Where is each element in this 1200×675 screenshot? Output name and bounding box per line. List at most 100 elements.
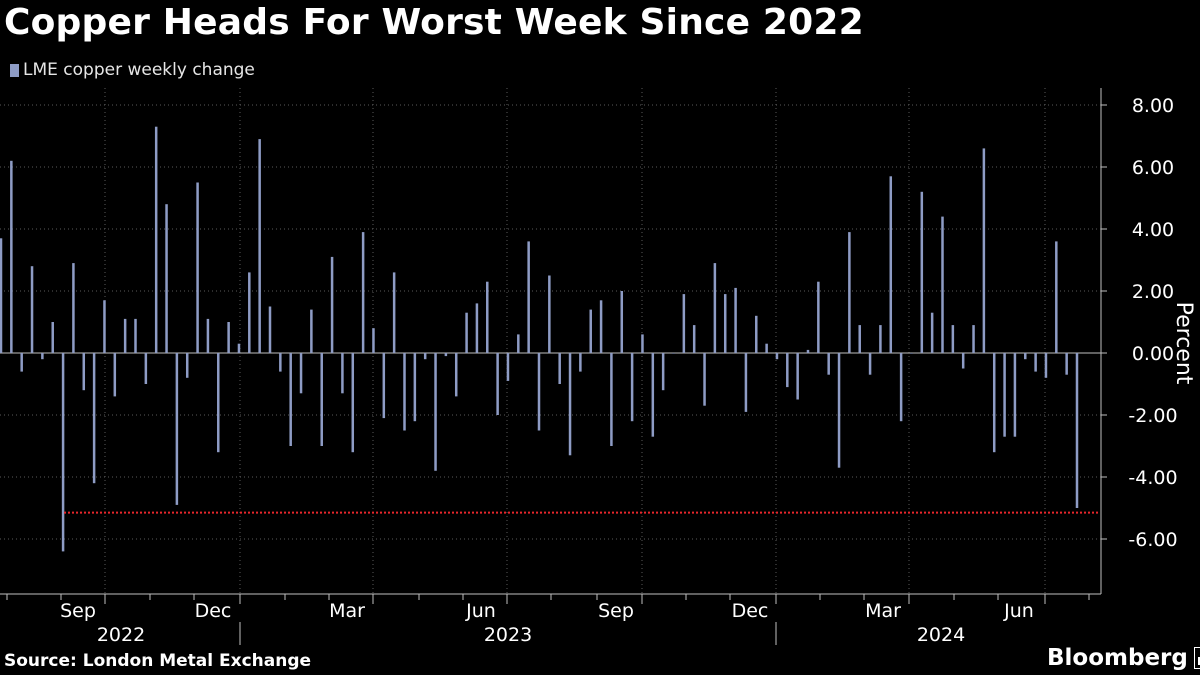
bar bbox=[1034, 353, 1037, 372]
bar bbox=[154, 126, 158, 353]
bars bbox=[0, 126, 1079, 552]
bar bbox=[486, 281, 489, 353]
bar bbox=[61, 353, 65, 552]
bar bbox=[382, 353, 386, 419]
bar bbox=[641, 334, 644, 353]
bar bbox=[579, 353, 582, 372]
y-tick-label: 0.00 bbox=[1132, 343, 1174, 365]
bar bbox=[392, 272, 396, 353]
year-label: 2023 bbox=[484, 624, 532, 646]
x-tick-label: Sep bbox=[60, 600, 96, 622]
bar bbox=[920, 191, 924, 353]
legend-label: LME copper weekly change bbox=[23, 60, 255, 80]
bar bbox=[1003, 353, 1006, 437]
bar bbox=[930, 312, 934, 353]
bar bbox=[123, 318, 127, 353]
bar bbox=[1055, 241, 1058, 353]
bar bbox=[527, 241, 530, 353]
bar bbox=[1013, 353, 1017, 437]
bar bbox=[610, 353, 613, 446]
bar bbox=[103, 300, 106, 353]
x-tick-label: Dec bbox=[732, 600, 769, 622]
bar bbox=[237, 343, 241, 353]
bar bbox=[361, 232, 365, 353]
bar bbox=[248, 272, 251, 353]
bar bbox=[165, 204, 168, 353]
bar bbox=[837, 353, 841, 468]
legend: LME copper weekly change bbox=[10, 60, 255, 80]
bar bbox=[941, 216, 944, 353]
bar bbox=[599, 300, 603, 353]
bar bbox=[961, 353, 965, 369]
bar bbox=[651, 353, 655, 437]
chart-icon bbox=[1193, 647, 1200, 669]
bar bbox=[30, 266, 34, 353]
bar bbox=[330, 256, 334, 353]
y-axis-title: Percent bbox=[1171, 302, 1196, 385]
bar bbox=[889, 176, 893, 353]
bar bbox=[713, 263, 717, 353]
bar bbox=[227, 322, 230, 353]
bar bbox=[196, 182, 199, 353]
bar bbox=[537, 353, 541, 431]
bar bbox=[848, 232, 851, 353]
bar bbox=[858, 325, 861, 353]
bar bbox=[310, 309, 313, 353]
bar bbox=[899, 353, 903, 422]
x-tick-label: Sep bbox=[598, 600, 634, 622]
bar bbox=[82, 353, 86, 391]
bar bbox=[620, 291, 624, 353]
x-tick-label: Mar bbox=[329, 600, 365, 622]
bar bbox=[548, 275, 551, 353]
y-tick-label: -2.00 bbox=[1128, 405, 1177, 427]
x-tick-label: Jun bbox=[465, 600, 496, 622]
bar bbox=[299, 353, 303, 394]
y-tick-label: 6.00 bbox=[1132, 157, 1174, 179]
bar bbox=[796, 353, 799, 400]
bar bbox=[506, 353, 510, 381]
bar bbox=[434, 353, 437, 471]
bar bbox=[806, 349, 810, 353]
source-note: Source: London Metal Exchange bbox=[4, 651, 312, 671]
brand-name: Bloomberg bbox=[1047, 645, 1188, 671]
bar bbox=[113, 353, 117, 397]
bar bbox=[454, 353, 458, 397]
bar bbox=[672, 353, 675, 354]
bar bbox=[341, 353, 344, 394]
bar bbox=[992, 353, 996, 453]
bar bbox=[589, 309, 592, 353]
bar bbox=[682, 294, 686, 353]
y-tick-label: 2.00 bbox=[1132, 281, 1174, 303]
bar bbox=[703, 353, 706, 406]
bar bbox=[423, 353, 427, 360]
bar bbox=[972, 325, 975, 353]
bar bbox=[868, 353, 872, 375]
bar bbox=[951, 325, 955, 353]
bar bbox=[982, 148, 986, 353]
bar bbox=[41, 353, 44, 360]
bar bbox=[465, 312, 468, 353]
bar bbox=[558, 353, 561, 384]
bar bbox=[817, 281, 820, 353]
bar bbox=[144, 353, 148, 384]
bar bbox=[444, 353, 448, 357]
bar bbox=[775, 353, 779, 360]
bar bbox=[351, 353, 355, 453]
year-label: 2022 bbox=[97, 624, 145, 646]
bar bbox=[289, 353, 292, 446]
bar bbox=[661, 353, 665, 391]
y-tick-label: -6.00 bbox=[1128, 529, 1177, 551]
bar bbox=[475, 303, 479, 353]
y-tick-label: 8.00 bbox=[1132, 95, 1174, 117]
bar bbox=[786, 353, 789, 388]
y-tick-label: 4.00 bbox=[1132, 219, 1174, 241]
bar bbox=[51, 322, 54, 353]
legend-swatch bbox=[10, 63, 19, 77]
bar bbox=[175, 353, 179, 505]
bar bbox=[765, 343, 768, 353]
bar bbox=[320, 353, 323, 446]
bar bbox=[1065, 353, 1068, 375]
bar bbox=[258, 139, 261, 353]
bar bbox=[403, 353, 406, 431]
bar bbox=[755, 315, 758, 353]
